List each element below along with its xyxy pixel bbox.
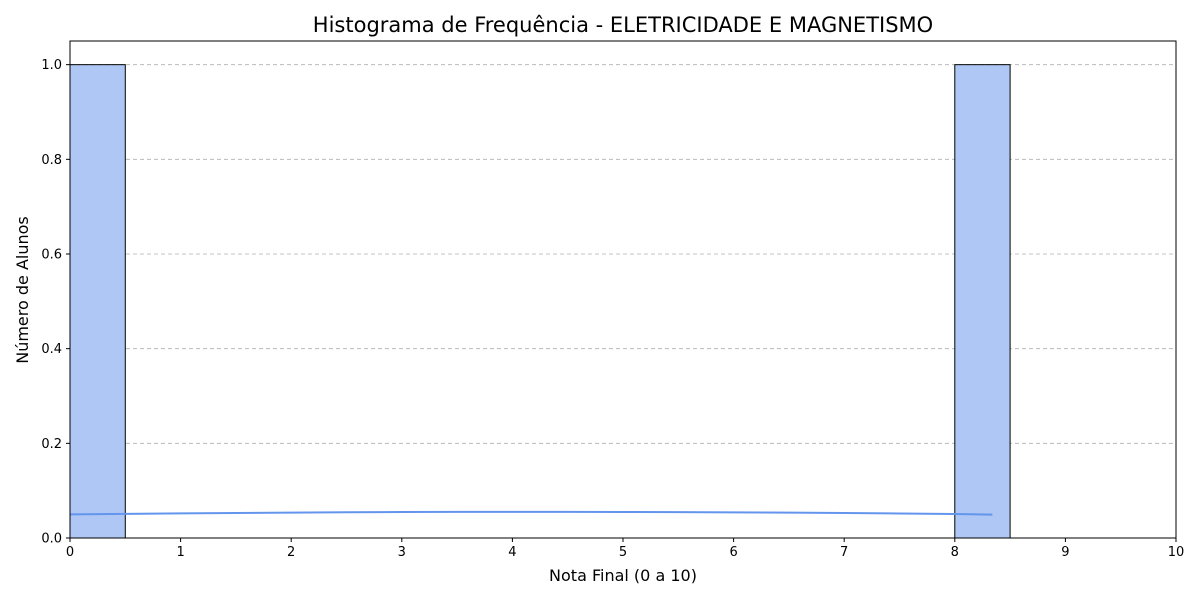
kde-curve: [69, 510, 993, 516]
kde-curve-layer: [69, 510, 993, 516]
x-tick-label-4: 4: [508, 545, 516, 560]
x-tick-label-5: 5: [619, 545, 627, 560]
y-tick-label-0: 0.0: [41, 532, 62, 547]
x-tick-label-7: 7: [840, 545, 848, 560]
x-tick-label-3: 3: [398, 545, 406, 560]
y-tick-label-5: 1.0: [41, 58, 62, 73]
x-tick-label-1: 1: [176, 545, 184, 560]
x-tick-label-9: 9: [1061, 545, 1069, 560]
y-tick-label-3: 0.6: [41, 248, 62, 263]
chart-title: Histograma de Frequência - ELETRICIDADE …: [313, 13, 933, 37]
y-axis-label: Número de Alunos: [13, 216, 32, 364]
histogram-bar-0: [69, 64, 126, 539]
axis-ticks: 0 1 2 3 4 5 6 7 8 9 10 0.0 0.2 0.4 0.6 0.8 1.0: [41, 58, 1184, 560]
x-tick-label-2: 2: [287, 545, 295, 560]
x-tick-label-10: 10: [1168, 545, 1185, 560]
y-tick-label-4: 0.8: [41, 153, 62, 168]
histogram-bars: [69, 64, 1011, 539]
plot-frame: [69, 40, 1177, 539]
histogram-bar-1: [954, 64, 1011, 539]
x-axis-label: Nota Final (0 a 10): [549, 566, 697, 585]
x-tick-label-8: 8: [951, 545, 959, 560]
y-tick-label-2: 0.4: [41, 342, 62, 357]
y-tick-label-1: 0.2: [41, 437, 62, 452]
x-tick-label-6: 6: [729, 545, 737, 560]
grid-lines: [70, 64, 1176, 444]
x-tick-label-0: 0: [66, 545, 74, 560]
